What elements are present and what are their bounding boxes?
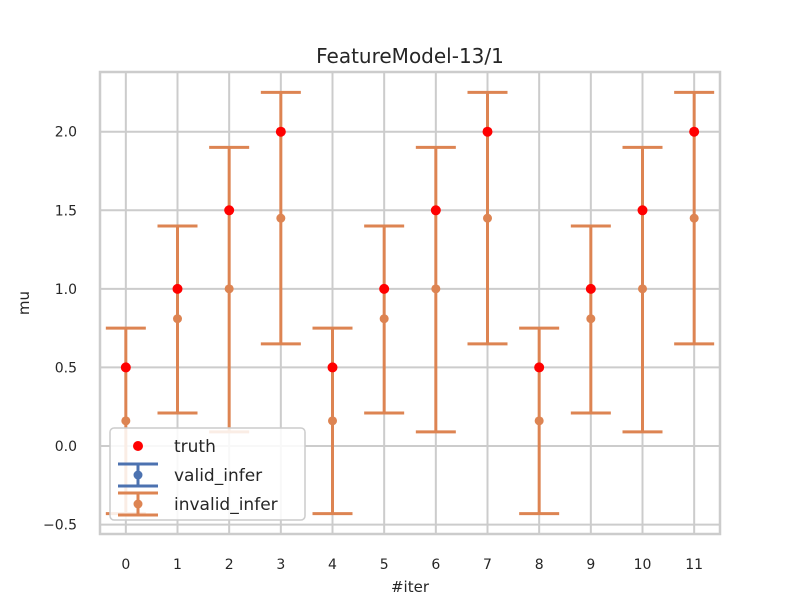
x-tick-label: 11 [685,557,703,573]
y-tick-labels: −0.5 0.0 0.5 1.0 1.5 2.0 [43,125,77,534]
inferred-point [328,416,337,426]
truth-point [430,205,441,216]
truth-point [482,126,493,137]
truth-point [534,362,545,373]
x-tick-label: 4 [328,557,337,573]
inferred-point [224,284,234,294]
x-tick-label: 3 [276,557,285,573]
data-points [120,126,700,426]
chart-title: FeatureModel-13/1 [316,44,504,68]
x-tick-label: 0 [121,557,130,573]
x-tick-label: 8 [535,557,544,573]
y-tick-label: 2.0 [55,125,77,141]
x-tick-label: 2 [225,557,234,573]
truth-point [172,283,183,294]
x-tick-label: 6 [431,557,440,573]
x-tick-label: 1 [173,557,182,573]
x-tick-labels: 0 1 2 3 4 5 6 7 8 9 10 11 [121,557,703,573]
legend: truth valid_infer invalid_infer [109,427,306,521]
inferred-point [534,416,544,426]
truth-point [637,205,648,216]
y-tick-label: 1.5 [55,203,77,219]
truth-point [689,126,700,137]
inferred-point [379,314,389,324]
x-tick-label: 10 [634,557,652,573]
inferred-point [431,284,441,294]
legend-marker-truth [133,441,143,451]
plot-frame [98,70,722,536]
truth-point [275,126,286,137]
x-axis-label: #iter [391,578,430,596]
y-tick-label: 0.5 [55,360,77,376]
x-tick-label: 7 [483,557,492,573]
x-tick-label: 9 [586,557,595,573]
truth-point [379,283,390,294]
inferred-point [483,213,492,223]
truth-point [120,362,131,373]
inferred-point [121,416,131,426]
legend-label: invalid_infer [174,495,278,515]
y-axis-label: mu [15,291,33,315]
legend-marker-point [133,499,143,509]
y-tick-label: −0.5 [43,518,77,534]
inferred-point [276,213,286,223]
legend-label: truth [174,437,216,457]
truth-point [327,362,338,373]
inferred-point [586,314,596,324]
y-tick-label: 0.0 [55,439,77,455]
legend-box [109,427,306,521]
truth-point [224,205,235,216]
inferred-point [638,284,647,294]
x-tick-label: 5 [380,557,389,573]
legend-marker-point [133,470,143,480]
truth-point [585,283,596,294]
y-tick-label: 1.0 [55,282,77,298]
inferred-point [173,314,182,324]
legend-label: valid_infer [174,466,262,486]
inferred-point [689,213,699,223]
